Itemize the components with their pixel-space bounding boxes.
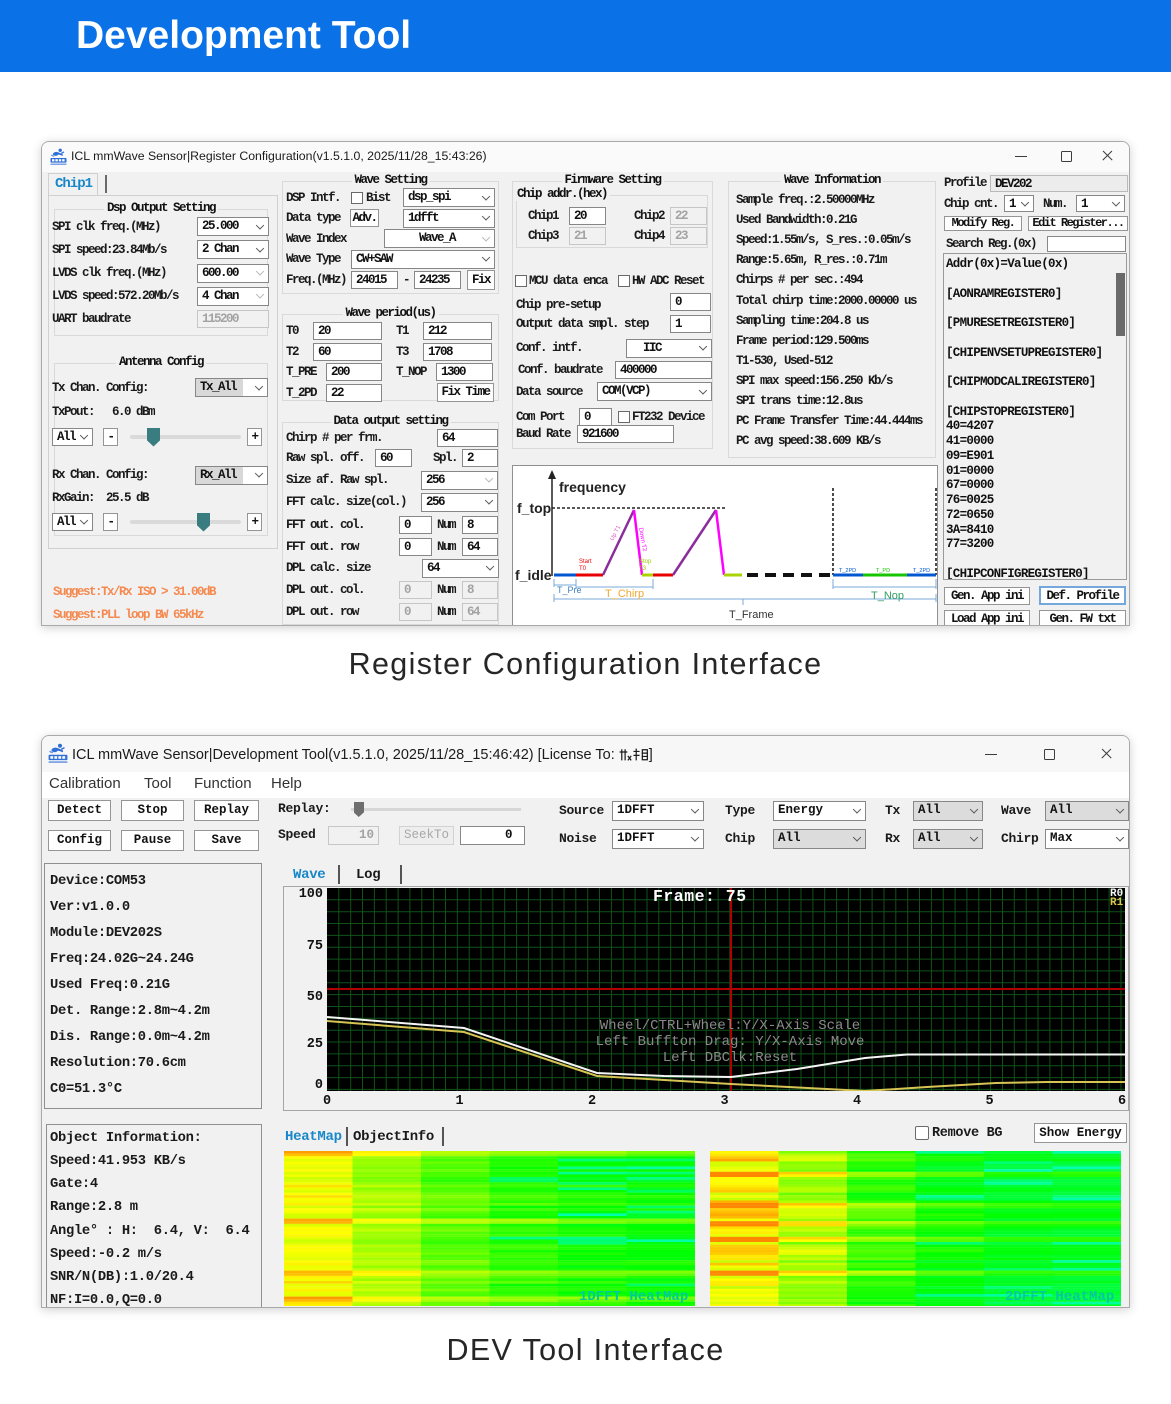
svg-text:Down T2: Down T2 xyxy=(637,527,647,552)
svg-text:T_Nop: T_Nop xyxy=(871,590,904,602)
svg-text:Start: Start xyxy=(579,559,592,565)
svg-text:f_idle: f_idle xyxy=(515,567,552,583)
svg-text:T_PD: T_PD xyxy=(876,568,890,574)
svg-text:T_Frame: T_Frame xyxy=(729,609,774,621)
svg-text:T_2PD: T_2PD xyxy=(913,568,930,574)
svg-text:frequency: frequency xyxy=(559,479,626,495)
svg-text:f_top: f_top xyxy=(517,500,551,516)
svg-text:T_2PD: T_2PD xyxy=(839,568,856,574)
svg-text:T0: T0 xyxy=(579,566,587,572)
svg-text:T_Chirp: T_Chirp xyxy=(605,588,644,600)
svg-text:Stop: Stop xyxy=(639,559,652,565)
svg-text:T3: T3 xyxy=(639,566,647,572)
svg-text:T_Pre: T_Pre xyxy=(557,585,582,595)
